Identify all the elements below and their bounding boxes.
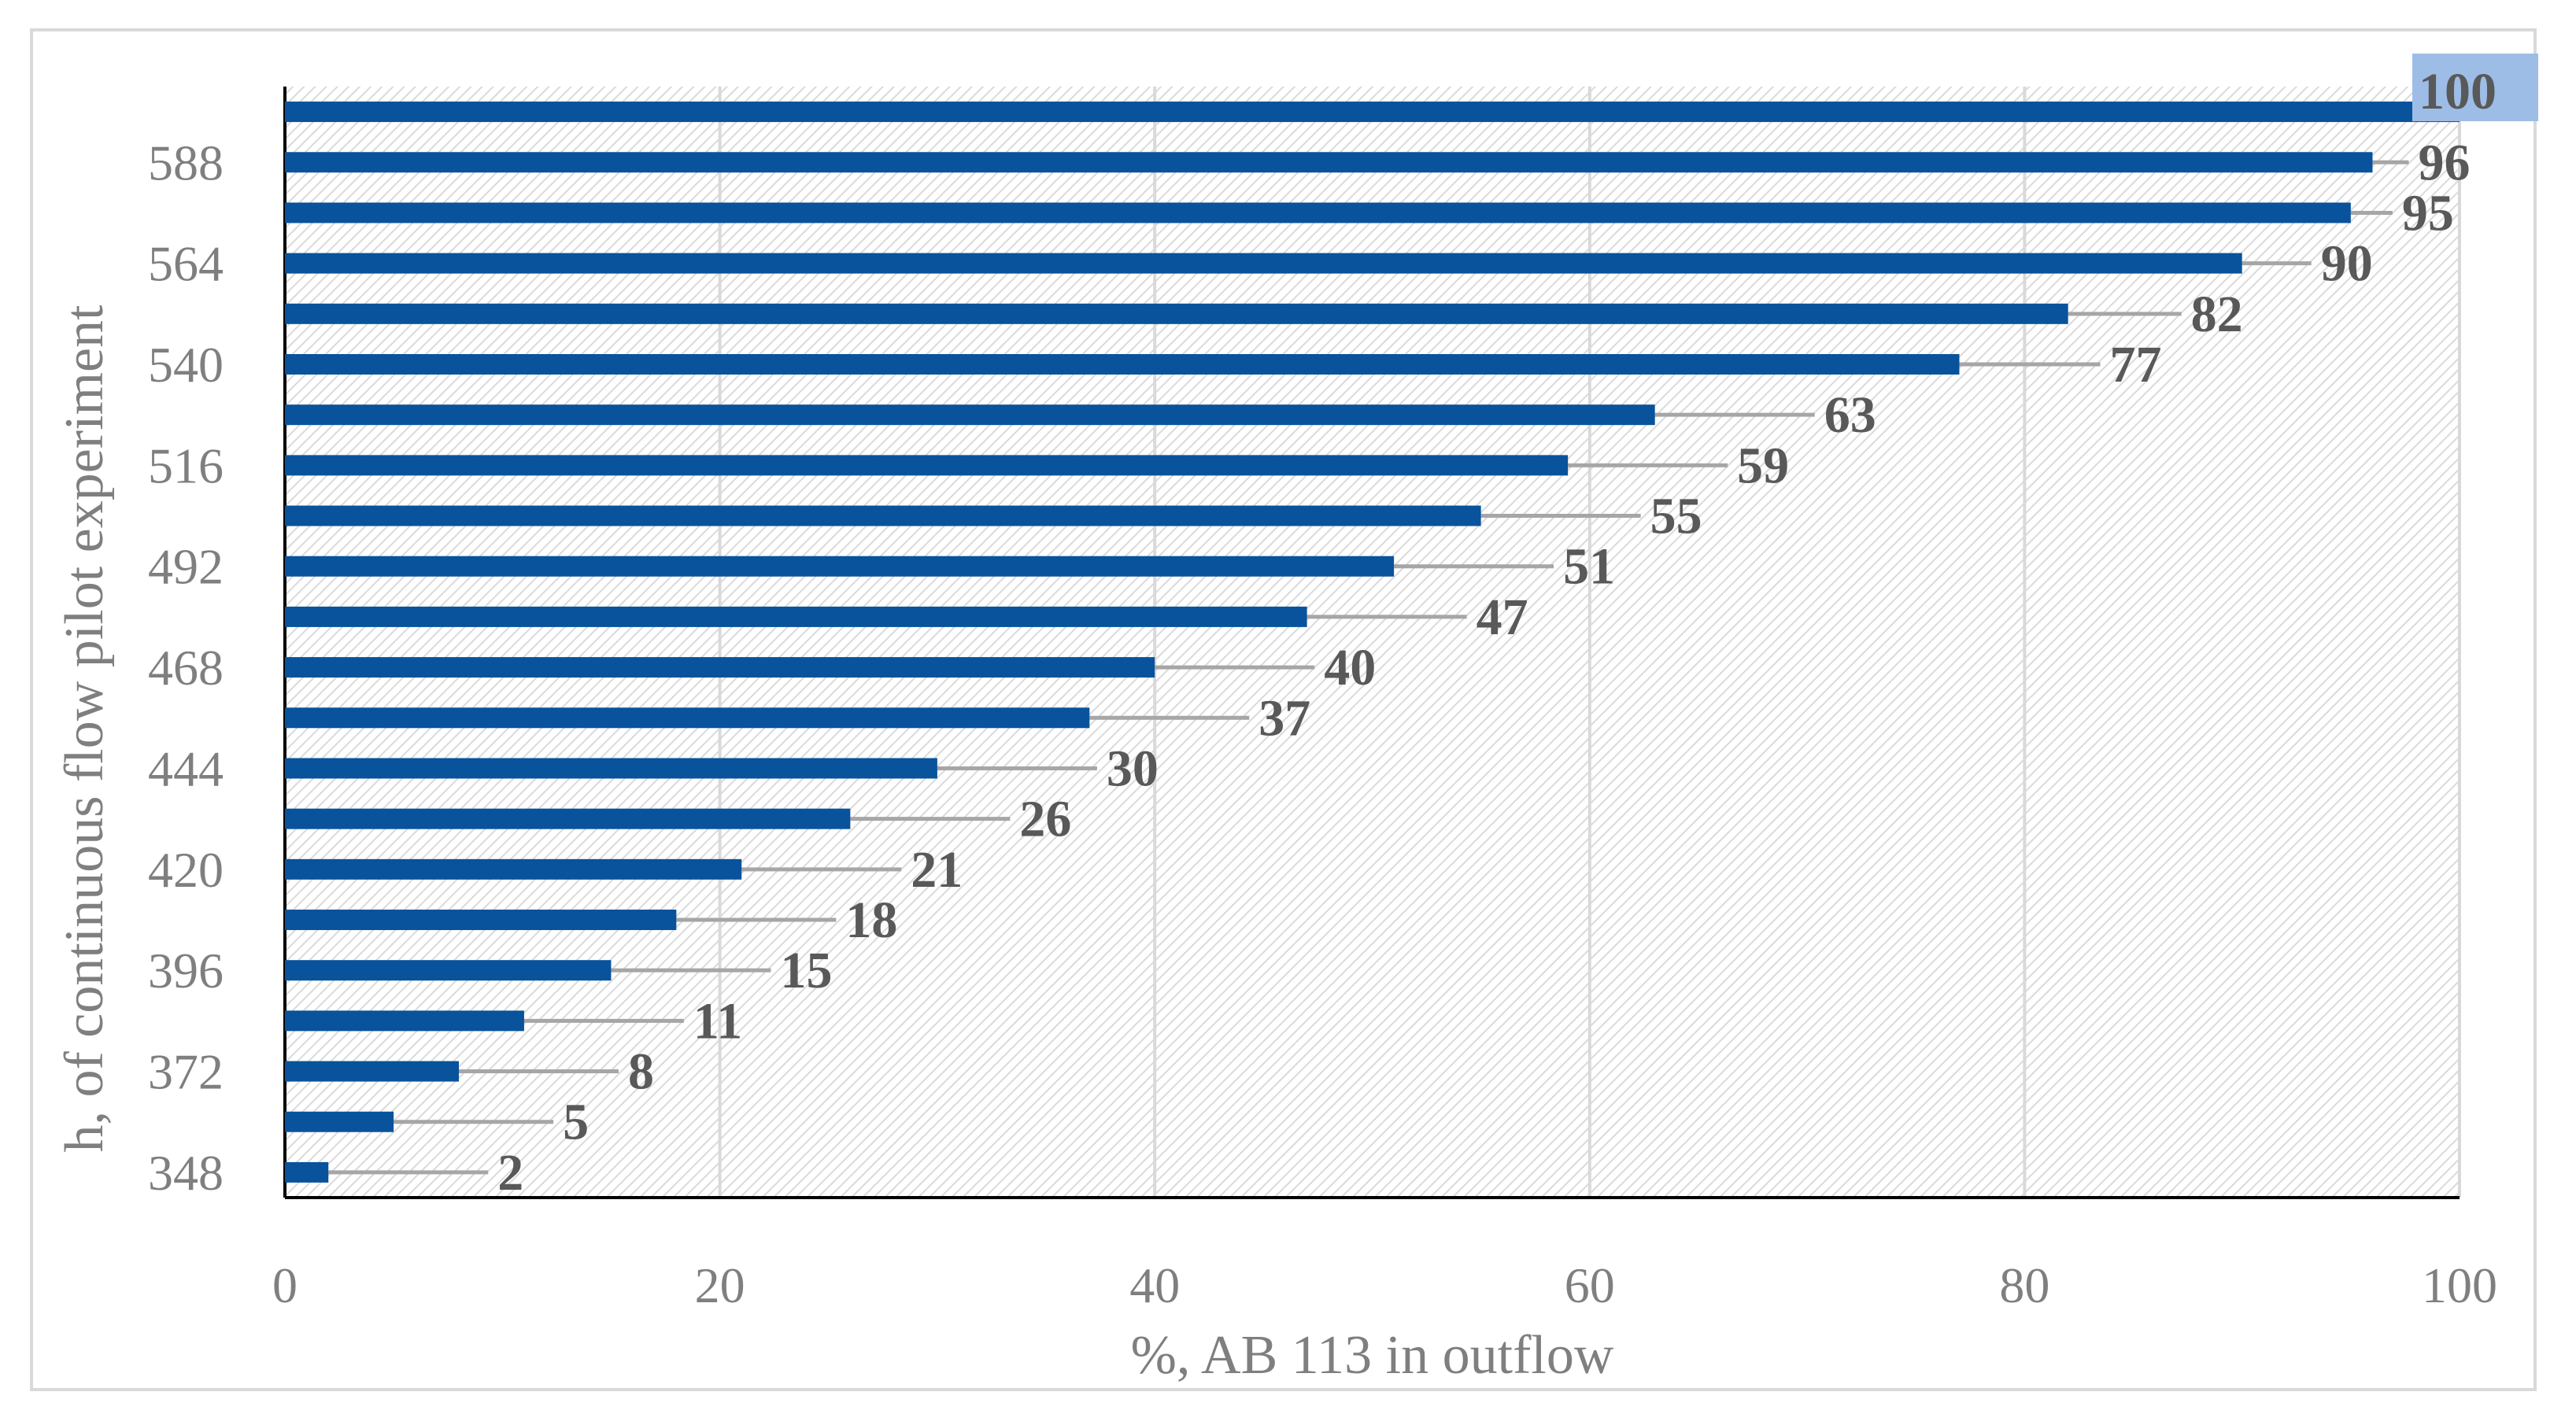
data-label: 11 bbox=[693, 992, 742, 1050]
data-label: 30 bbox=[1107, 740, 1159, 797]
x-tick-label: 100 bbox=[2422, 1257, 2497, 1313]
data-label: 26 bbox=[1019, 791, 1071, 848]
x-axis-title: %, AB 113 in outflow bbox=[1131, 1325, 1614, 1386]
data-label: 96 bbox=[2418, 134, 2470, 191]
x-tick-label: 0 bbox=[272, 1257, 298, 1313]
data-label: 47 bbox=[1476, 589, 1528, 646]
bar bbox=[285, 152, 2373, 173]
bar bbox=[285, 808, 851, 829]
data-label: 2 bbox=[497, 1144, 523, 1202]
bar bbox=[285, 202, 2351, 223]
bar bbox=[285, 253, 2242, 274]
data-label-highlight-box bbox=[2412, 54, 2538, 122]
bar bbox=[285, 858, 742, 880]
y-tick-label: 492 bbox=[148, 539, 224, 595]
data-label: 100 bbox=[2419, 63, 2497, 120]
data-label: 51 bbox=[1563, 538, 1615, 596]
x-tick-label: 80 bbox=[1999, 1257, 2049, 1313]
y-tick-label: 372 bbox=[148, 1044, 224, 1100]
data-label: 90 bbox=[2321, 235, 2373, 293]
data-label: 55 bbox=[1650, 488, 1702, 545]
y-tick-label: 516 bbox=[148, 437, 224, 493]
bar bbox=[285, 404, 1655, 426]
y-tick-label: 396 bbox=[148, 943, 224, 999]
bar bbox=[285, 556, 1395, 577]
bar bbox=[285, 1061, 460, 1082]
x-tick-label: 20 bbox=[695, 1257, 745, 1313]
bar bbox=[285, 303, 2068, 324]
data-label: 40 bbox=[1324, 639, 1376, 696]
bar bbox=[285, 606, 1307, 627]
data-label: 37 bbox=[1258, 689, 1310, 747]
data-label: 15 bbox=[780, 942, 832, 999]
x-tick-label: 60 bbox=[1565, 1257, 1615, 1313]
bar bbox=[285, 657, 1155, 678]
data-label: 18 bbox=[845, 892, 897, 949]
bar bbox=[285, 1161, 329, 1183]
bar bbox=[285, 354, 1960, 375]
bar bbox=[285, 505, 1481, 526]
bar bbox=[285, 758, 937, 779]
data-label: 63 bbox=[1824, 386, 1876, 444]
bar bbox=[285, 1111, 394, 1132]
data-label: 82 bbox=[2191, 286, 2243, 343]
bar bbox=[285, 455, 1569, 476]
y-tick-label: 588 bbox=[148, 135, 224, 190]
y-tick-label: 468 bbox=[148, 640, 224, 696]
data-label: 8 bbox=[628, 1043, 654, 1101]
bar bbox=[285, 910, 677, 930]
y-tick-label: 444 bbox=[148, 740, 224, 796]
bar bbox=[285, 707, 1090, 729]
bar bbox=[285, 960, 612, 981]
bar bbox=[285, 102, 2460, 123]
data-label: 21 bbox=[911, 841, 963, 899]
data-label: 77 bbox=[2110, 336, 2162, 393]
x-tick-label: 40 bbox=[1129, 1257, 1180, 1313]
data-label: 95 bbox=[2402, 184, 2454, 242]
y-tick-label: 420 bbox=[148, 842, 224, 898]
bar bbox=[285, 1010, 524, 1032]
data-label: 5 bbox=[563, 1094, 589, 1151]
y-tick-label: 540 bbox=[148, 337, 224, 393]
data-label: 59 bbox=[1737, 437, 1789, 494]
y-tick-label: 564 bbox=[148, 236, 224, 292]
y-tick-label: 348 bbox=[148, 1145, 224, 1201]
y-axis-title: h, of continuous flow pilot experiment bbox=[54, 305, 115, 1153]
